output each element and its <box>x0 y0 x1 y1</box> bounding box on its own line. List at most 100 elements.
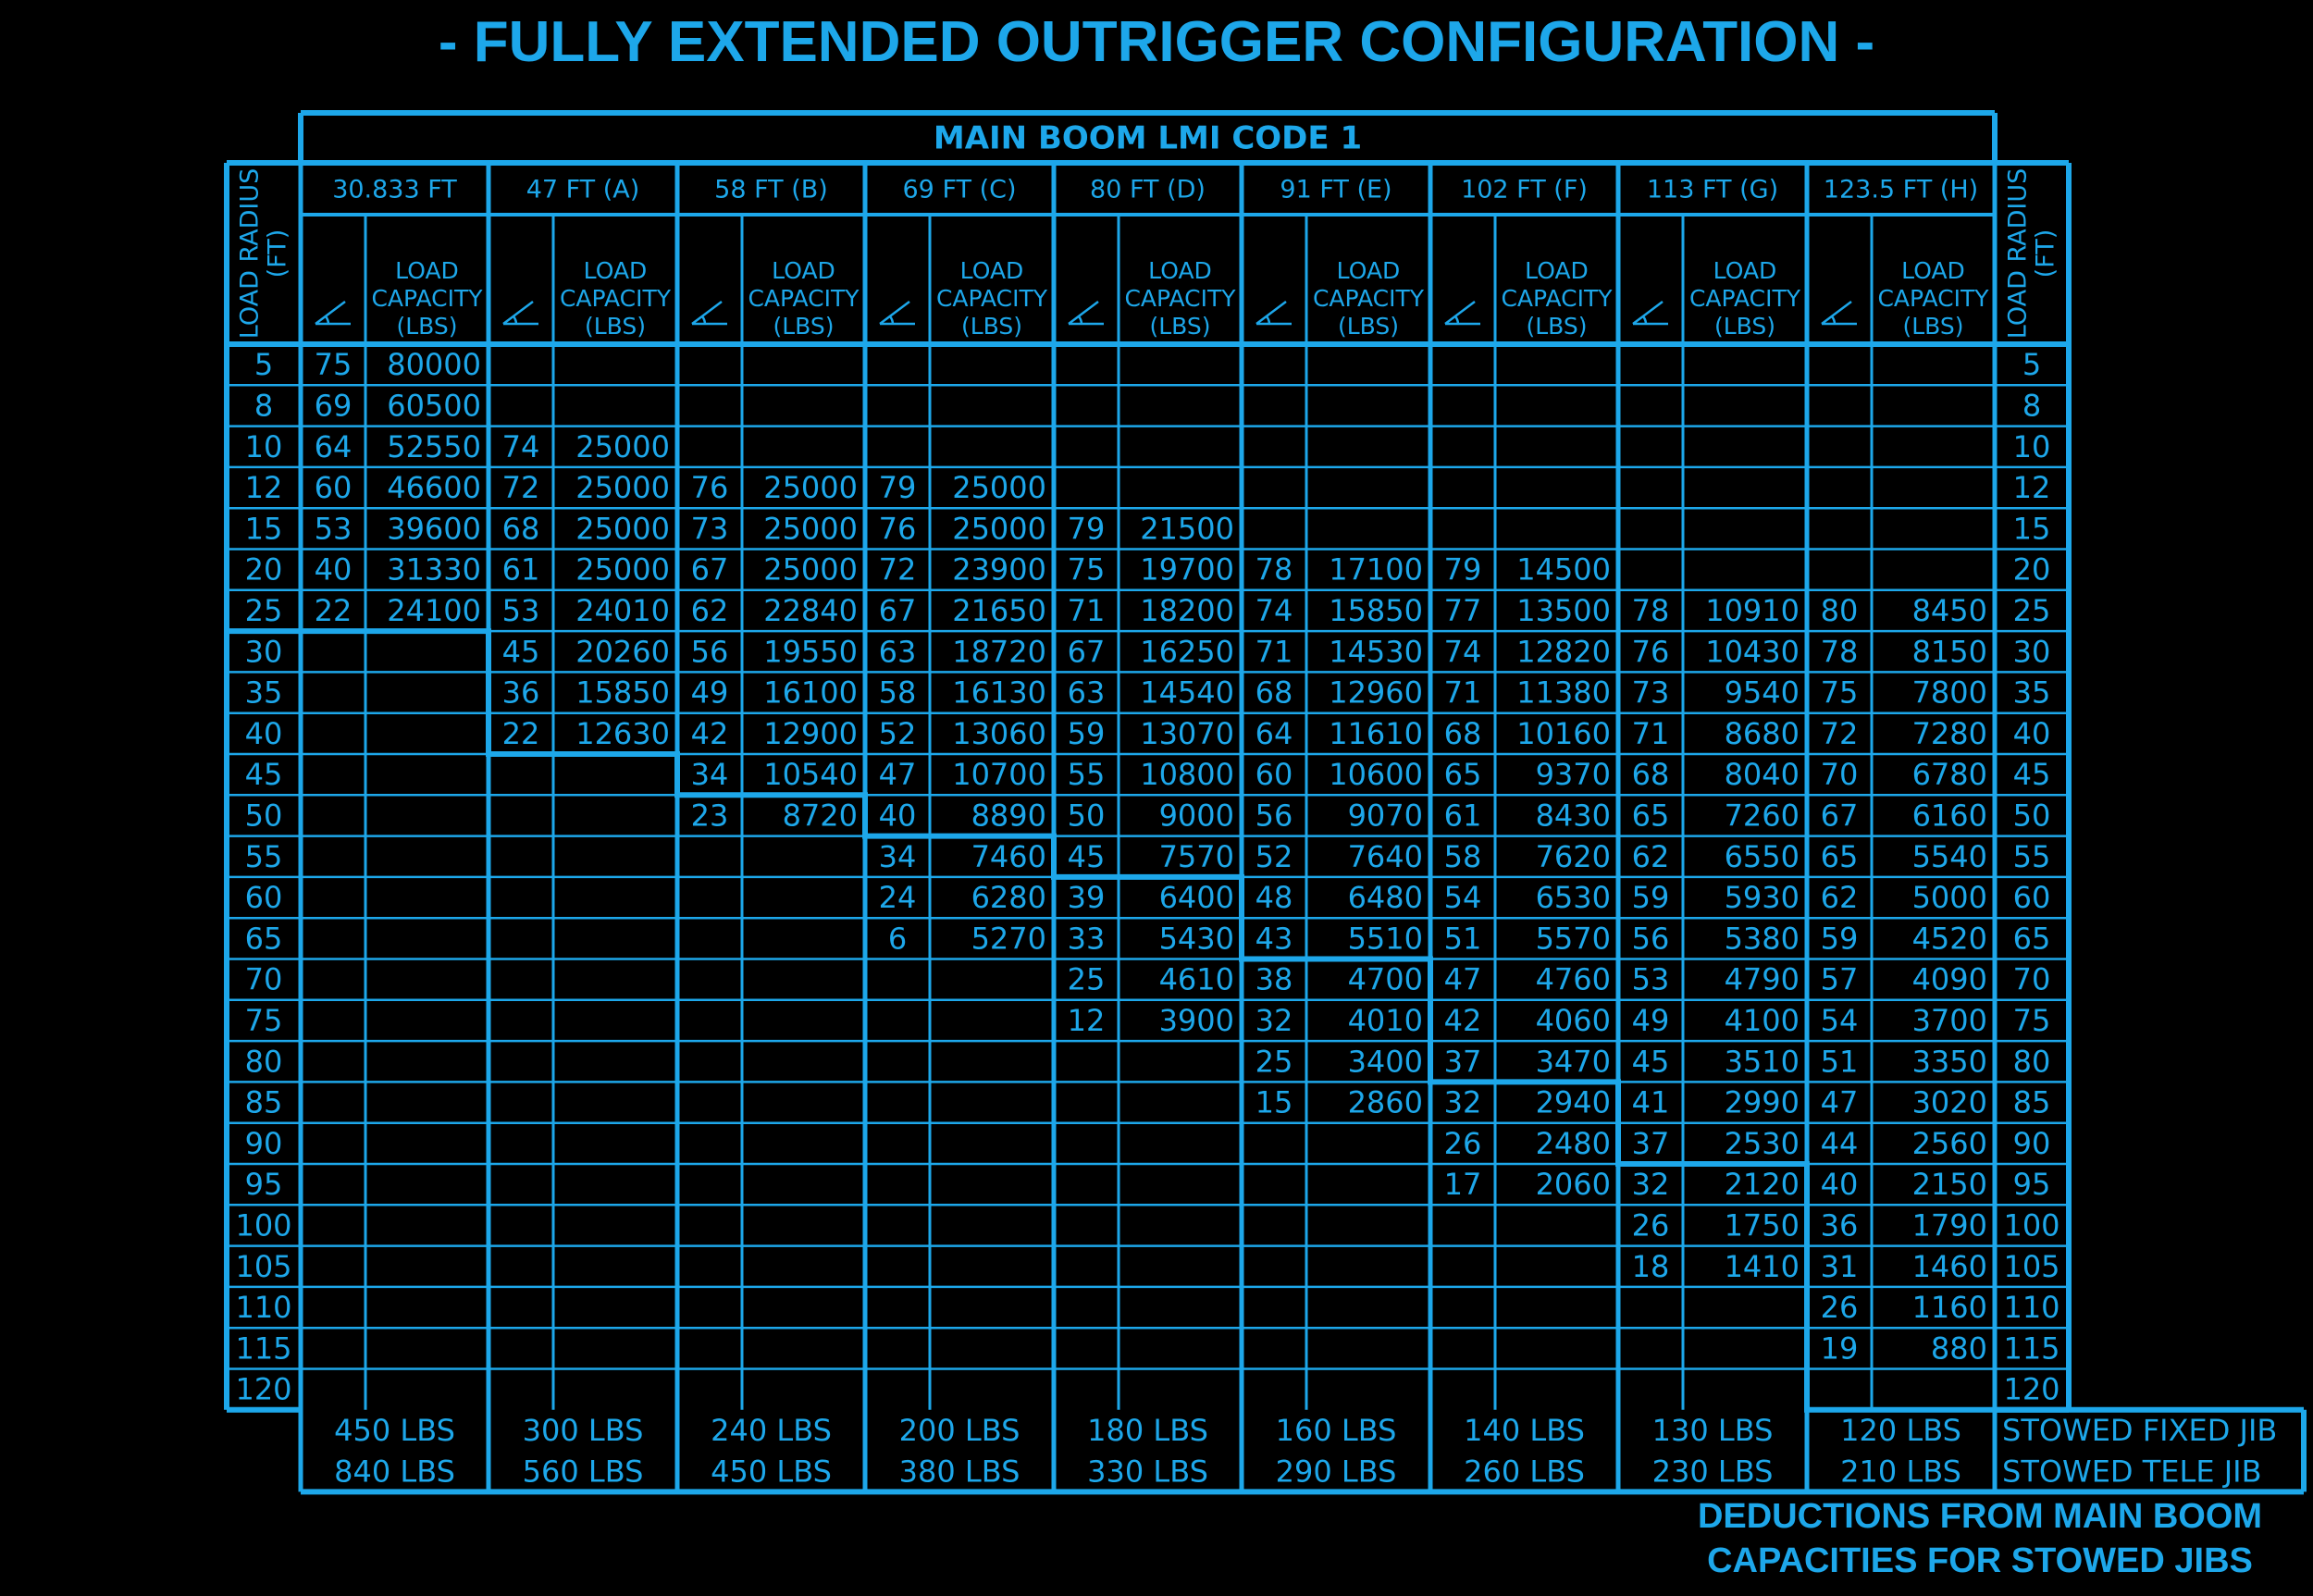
load-capacity-value: 2990 <box>1725 1085 1800 1120</box>
boom-angle-value: 71 <box>1444 675 1482 711</box>
boom-angle-value: 36 <box>1821 1207 1859 1243</box>
load-capacity-value: 5270 <box>971 921 1046 956</box>
radius-value-left: 20 <box>245 552 283 588</box>
angle-icon <box>1444 301 1480 326</box>
fixed-jib-deduction: 240 LBS <box>711 1413 832 1448</box>
load-capacity-value: 80000 <box>387 347 481 382</box>
load-capacity-value: 12960 <box>1329 675 1423 711</box>
boom-angle-value: 58 <box>879 675 917 711</box>
radius-value-right: 70 <box>2013 962 2051 997</box>
radius-value-left: 90 <box>245 1126 283 1161</box>
boom-angle-value: 23 <box>691 798 729 833</box>
load-capacity-value: 6530 <box>1536 880 1611 915</box>
radius-unit-label: (FT) <box>264 229 292 278</box>
boom-angle-value: 68 <box>1632 757 1670 792</box>
boom-angle-value: 62 <box>691 593 729 628</box>
load-capacity-value: 20260 <box>575 634 670 669</box>
load-capacity-label: LOAD <box>584 257 648 284</box>
load-capacity-value: 3350 <box>1912 1044 1987 1079</box>
boom-angle-value: 73 <box>1632 675 1670 711</box>
radius-value-right: 60 <box>2013 880 2051 915</box>
load-capacity-value: 2560 <box>1912 1126 1987 1161</box>
load-capacity-value: 5430 <box>1159 921 1234 956</box>
fixed-jib-deduction: 140 LBS <box>1464 1413 1585 1448</box>
radius-unit-label: (FT) <box>2032 229 2060 278</box>
radius-value-left: 30 <box>245 634 283 669</box>
load-capacity-value: 5540 <box>1912 839 1987 874</box>
load-capacity-value: 1750 <box>1725 1207 1800 1243</box>
load-capacity-value: 5380 <box>1725 921 1800 956</box>
radius-value-left: 110 <box>235 1290 291 1325</box>
boom-angle-value: 59 <box>1821 921 1859 956</box>
load-capacity-value: 24010 <box>575 593 670 628</box>
boom-angle-value: 26 <box>1632 1207 1670 1243</box>
fixed-jib-deduction: 160 LBS <box>1276 1413 1397 1448</box>
fixed-jib-deduction: 180 LBS <box>1087 1413 1208 1448</box>
load-capacity-value: 3700 <box>1912 1003 1987 1038</box>
tele-jib-deduction: 260 LBS <box>1464 1454 1585 1489</box>
load-capacity-label: CAPACITY <box>1877 285 1989 312</box>
boom-angle-value: 71 <box>1068 593 1106 628</box>
load-capacity-value: 16130 <box>952 675 1046 711</box>
boom-angle-value: 49 <box>691 675 729 711</box>
boom-angle-value: 51 <box>1444 921 1482 956</box>
radius-value-right: 65 <box>2013 921 2051 956</box>
load-capacity-value: 4520 <box>1912 921 1987 956</box>
fixed-jib-deduction: 130 LBS <box>1652 1413 1774 1448</box>
load-capacity-value: 4090 <box>1912 962 1987 997</box>
boom-angle-value: 65 <box>1632 798 1670 833</box>
angle-icon <box>315 301 351 326</box>
boom-angle-value: 52 <box>879 716 917 751</box>
radius-value-right: 15 <box>2013 511 2051 546</box>
boom-angle-value: 63 <box>879 634 917 669</box>
boom-angle-value: 53 <box>1632 962 1670 997</box>
load-capacity-label: LOAD <box>960 257 1024 284</box>
radius-value-right: 35 <box>2013 675 2051 711</box>
radius-value-right: 100 <box>2003 1207 2059 1243</box>
boom-angle-value: 64 <box>315 429 353 464</box>
boom-length-header-8: 123.5 FT (H) <box>1824 176 1978 204</box>
load-capacity-value: 7800 <box>1912 675 1987 711</box>
load-capacity-label: CAPACITY <box>560 285 672 312</box>
load-capacity-value: 8720 <box>783 798 858 833</box>
radius-value-left: 115 <box>235 1330 291 1366</box>
radius-value-left: 65 <box>245 921 283 956</box>
radius-value-left: 50 <box>245 798 283 833</box>
deductions-note: DEDUCTIONS FROM MAIN BOOM CAPACITIES FOR… <box>1656 1494 2304 1583</box>
load-capacity-value: 31330 <box>387 552 481 588</box>
radius-header-label: LOAD RADIUS <box>2004 168 2033 340</box>
radius-value-right: 30 <box>2013 634 2051 669</box>
load-capacity-value: 15850 <box>1329 593 1423 628</box>
tele-jib-deduction: 210 LBS <box>1840 1454 1961 1489</box>
radius-value-right: 40 <box>2013 716 2051 751</box>
boom-angle-value: 54 <box>1444 880 1482 915</box>
load-capacity-value: 25000 <box>575 511 670 546</box>
load-capacity-value: 15850 <box>575 675 670 711</box>
load-capacity-value: 5510 <box>1348 921 1423 956</box>
boom-angle-value: 53 <box>502 593 540 628</box>
boom-angle-value: 75 <box>1068 552 1106 588</box>
load-capacity-value: 1460 <box>1912 1249 1987 1284</box>
boom-angle-value: 62 <box>1632 839 1670 874</box>
load-capacity-value: 25000 <box>575 552 670 588</box>
boom-length-header-0: 30.833 FT <box>332 176 457 204</box>
boom-angle-value: 58 <box>1444 839 1482 874</box>
deductions-note-line-1: DEDUCTIONS FROM MAIN BOOM <box>1697 1497 2263 1536</box>
load-capacity-value: 23900 <box>952 552 1046 588</box>
boom-angle-value: 67 <box>879 593 917 628</box>
fixed-jib-deduction: 120 LBS <box>1840 1413 1961 1448</box>
load-capacity-value: 4760 <box>1536 962 1611 997</box>
load-capacity-label: LOAD <box>1901 257 1965 284</box>
boom-length-header-7: 113 FT (G) <box>1647 176 1778 204</box>
boom-angle-value: 22 <box>502 716 540 751</box>
boom-angle-value: 43 <box>1255 921 1293 956</box>
load-capacity-value: 4610 <box>1159 962 1234 997</box>
boom-angle-value: 44 <box>1821 1126 1859 1161</box>
boom-length-header-3: 69 FT (C) <box>903 176 1017 204</box>
boom-angle-value: 70 <box>1821 757 1859 792</box>
load-capacity-value: 25000 <box>575 429 670 464</box>
load-capacity-value: 10910 <box>1705 593 1800 628</box>
radius-value-right: 10 <box>2013 429 2051 464</box>
boom-angle-value: 62 <box>1821 880 1859 915</box>
